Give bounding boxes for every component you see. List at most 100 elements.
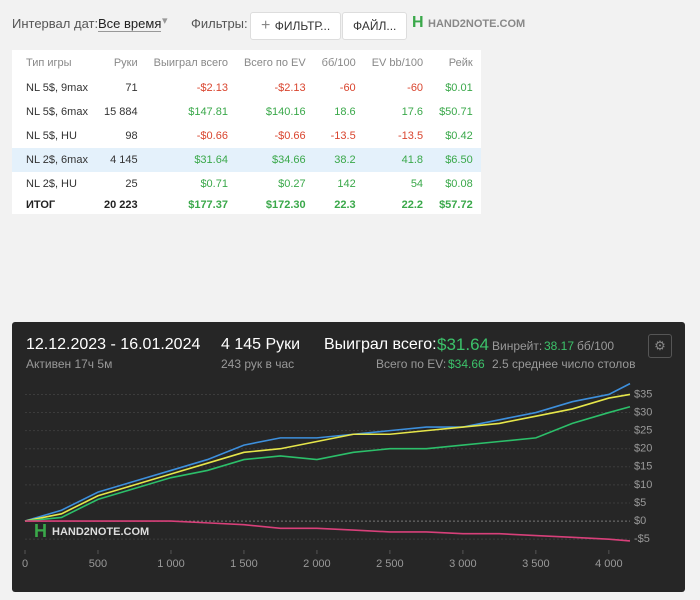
y-tick-label: $35 — [634, 388, 652, 400]
table-cell: 54 — [410, 178, 424, 190]
series-line — [24, 382, 631, 522]
header-cell: EV bb/100 — [371, 57, 424, 69]
table-cell: 71 — [125, 82, 138, 94]
table-cell: $34.66 — [272, 154, 306, 166]
filter-button[interactable]: + ФИЛЬТР... — [250, 12, 342, 40]
filter-text: ФИЛЬТР... — [274, 19, 331, 33]
table-cell: $0.71 — [200, 178, 228, 190]
stats-panel: 12.12.2023 - 16.01.2024 Активен 17ч 5м 4… — [12, 322, 685, 592]
header-cell: Выиграл всего — [153, 57, 228, 69]
chart: H HAND2NOTE.COM -$5 $0 $5 $10 $15 $20 $25 $30 $3… — [22, 382, 652, 570]
table-row: NL 5$, 9max 71 -$2.13 -$2.13 -60 -60 $0.01 — [12, 76, 481, 100]
stats-table: Тип игры Руки Выиграл всего Всего по EV бб/1… — [12, 50, 481, 214]
table-cell: 17.6 — [401, 106, 424, 118]
y-tick-label: $25 — [634, 425, 652, 437]
table-cell: NL 5$, 6max — [26, 106, 88, 118]
table-cell: NL 2$, 6max — [26, 154, 88, 166]
x-tick-label: 2 500 — [376, 558, 404, 570]
header-cell: Тип игры — [26, 57, 72, 69]
header-cell: бб/100 — [321, 57, 356, 69]
series-line — [24, 405, 631, 522]
table-cell: 20 223 — [103, 199, 138, 211]
table-row: ИТОГ 20 223 $177.37 $172.30 22.3 22.2 $57.72 — [12, 196, 481, 214]
x-tick-label: 3 000 — [449, 558, 477, 570]
avg-tables: 2.5 среднее число столов — [492, 357, 636, 371]
table-cell: $0.08 — [445, 178, 473, 190]
table-cell: $0.27 — [278, 178, 306, 190]
table-cell: 25 — [125, 178, 138, 190]
winrate-label: Винрейт: — [492, 339, 543, 353]
header-cell: Руки — [113, 57, 138, 69]
table-cell: $50.71 — [439, 106, 473, 118]
logo: HAND2NOTE.COM — [428, 18, 526, 30]
table-cell: -$0.66 — [274, 130, 306, 142]
table-cell: $6.50 — [445, 154, 473, 166]
y-tick-label: -$5 — [634, 533, 650, 545]
filters-label: Фильтры: — [191, 16, 248, 31]
table-cell: $172.30 — [265, 199, 306, 211]
table-cell: -13.5 — [397, 130, 424, 142]
table-cell: 142 — [337, 178, 356, 190]
table-row: NL 5$, HU 98 -$0.66 -$0.66 -13.5 -13.5 $0.42 — [12, 124, 481, 148]
table-cell: NL 2$, HU — [26, 178, 77, 190]
watermark: HAND2NOTE.COM — [52, 526, 149, 538]
y-tick-label: $5 — [634, 497, 646, 509]
x-tick-label: 3 500 — [522, 558, 550, 570]
x-tick-label: 0 — [22, 558, 28, 570]
x-tick-label: 1 500 — [230, 558, 258, 570]
hands: 4 145 Руки — [221, 336, 301, 353]
active: Активен 17ч 5м — [26, 357, 113, 371]
won-label: Выиграл всего: — [324, 336, 437, 353]
dates: 12.12.2023 - 16.01.2024 — [26, 336, 201, 353]
x-tick-label: 500 — [89, 558, 107, 570]
table-cell: 4 145 — [110, 154, 138, 166]
table-cell: $0.42 — [445, 130, 473, 142]
table-cell: $140.16 — [265, 106, 306, 118]
hands-per-hour: 243 рук в час — [221, 357, 295, 371]
table-cell: 41.8 — [401, 154, 424, 166]
table-cell: NL 5$, HU — [26, 130, 77, 142]
won-value: $31.64 — [437, 335, 489, 354]
table-cell: 38.2 — [334, 154, 356, 166]
table-cell: -$2.13 — [274, 82, 306, 94]
table-row: NL 2$, 6max 4 145 $31.64 $34.66 38.2 41.8 $6.5… — [12, 148, 481, 172]
series-line — [24, 393, 631, 522]
winrate-unit: бб/100 — [577, 339, 615, 353]
table-cell: ИТОГ — [26, 199, 56, 211]
table-cell: NL 5$, 9max — [26, 82, 88, 94]
table-cell: $0.01 — [445, 82, 473, 94]
ev-label: Всего по EV: — [376, 357, 447, 371]
table-cell: -$0.66 — [196, 130, 228, 142]
winrate-value: 38.17 — [544, 339, 575, 353]
x-tick-label: 4 000 — [595, 558, 623, 570]
interval-select[interactable]: Все время — [98, 16, 162, 32]
y-tick-label: $20 — [634, 443, 652, 455]
table-cell: $57.72 — [439, 199, 473, 211]
dropdown-arrow: ▾ — [162, 15, 168, 27]
table-cell: $147.81 — [188, 106, 228, 118]
table-cell: -13.5 — [330, 130, 356, 142]
header-cell: Всего по EV — [243, 57, 306, 69]
table-cell: -$2.13 — [196, 82, 228, 94]
header-row: Тип игры Руки Выиграл всего Всего по EV бб/1… — [12, 50, 481, 76]
watermark-icon: H — [34, 521, 47, 541]
table-cell: 22.3 — [334, 199, 356, 211]
interval-label: Интервал дат: — [12, 16, 99, 31]
logo-icon: H — [412, 14, 424, 31]
y-tick-label: $15 — [634, 461, 652, 473]
table-cell: 15 884 — [103, 106, 138, 118]
x-tick-label: 1 000 — [157, 558, 185, 570]
table-cell: 22.2 — [401, 199, 424, 211]
table-wrap: Тип игры Руки Выиграл всего Всего по EV бб/1… — [12, 50, 481, 214]
y-tick-label: $10 — [634, 479, 652, 491]
series-line — [25, 520, 631, 542]
table-cell: -60 — [339, 82, 356, 94]
table-row: NL 2$, HU 25 $0.71 $0.27 142 54 $0.08 — [12, 172, 481, 196]
file-button[interactable]: ФАЙЛ... — [342, 12, 408, 40]
table-cell: $31.64 — [194, 154, 228, 166]
x-tick-label: 2 000 — [303, 558, 331, 570]
settings-button[interactable]: ⚙ — [648, 334, 672, 358]
table-cell: 98 — [125, 130, 138, 142]
ev-value: $34.66 — [448, 357, 485, 371]
